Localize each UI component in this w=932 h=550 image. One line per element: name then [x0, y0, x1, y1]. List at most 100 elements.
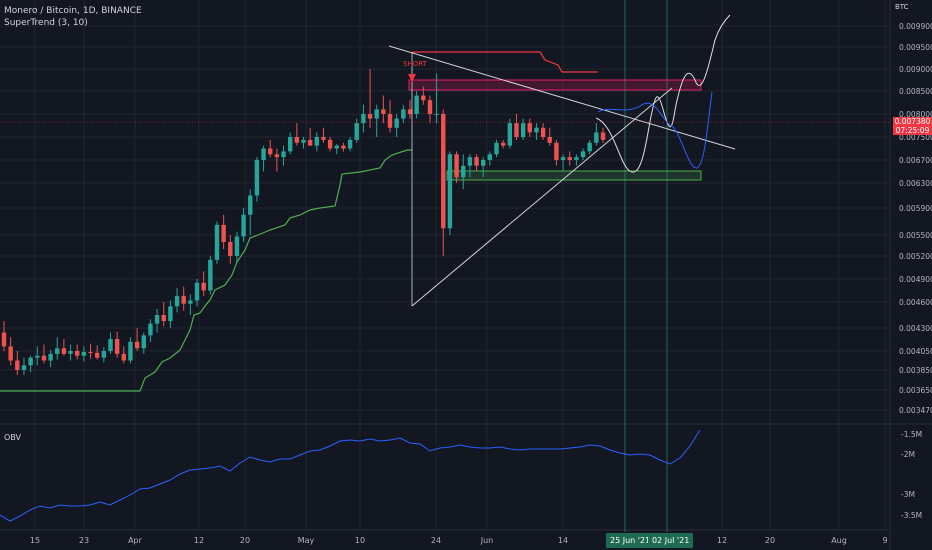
candle-body — [367, 114, 373, 119]
obv-line — [0, 429, 701, 522]
candle-body — [228, 242, 233, 256]
candle-body — [587, 142, 592, 152]
obv-tick-label: -3M — [901, 490, 915, 499]
candle-body — [248, 195, 253, 215]
candle-body — [221, 224, 226, 242]
candle-body — [421, 95, 426, 101]
candle-body — [88, 351, 93, 353]
candle-body — [154, 315, 160, 324]
time-tick-label: 9 — [882, 536, 887, 545]
price-tick-label: 0.006700 — [899, 156, 932, 165]
candle-body — [354, 123, 359, 140]
short-arrow — [408, 74, 416, 82]
obv-tick-label: -2M — [901, 450, 915, 459]
candle-body — [274, 154, 280, 158]
time-tick-label: 12 — [194, 536, 204, 545]
price-tick-label: 0.005200 — [899, 252, 932, 261]
candle-body — [214, 224, 220, 260]
time-tick-label: Jun — [480, 536, 494, 545]
candle-body — [208, 259, 213, 291]
candle-body — [547, 137, 552, 143]
candle-body — [141, 335, 146, 349]
candle-body — [401, 109, 406, 119]
candle-body — [327, 139, 333, 149]
candle-body — [341, 145, 346, 149]
candle-body — [241, 214, 246, 237]
resistance-zone — [408, 79, 702, 91]
obv-title: OBV — [4, 433, 22, 442]
candle-body — [414, 95, 419, 114]
obv-tick-label: -3.5M — [901, 511, 922, 520]
candle-body — [194, 282, 200, 301]
candle-body — [467, 157, 473, 166]
candle-body — [121, 353, 126, 361]
candle-countdown: 07:25:09 — [895, 126, 930, 135]
indicator-title: SuperTrend (3, 10) — [4, 18, 88, 28]
candle-body — [441, 114, 446, 229]
candle-body — [81, 351, 87, 356]
candle-body — [494, 142, 499, 155]
candle-body — [347, 139, 353, 149]
candle-body — [600, 132, 606, 140]
time-tick-label: 20 — [240, 536, 250, 545]
candle-body — [268, 148, 273, 155]
price-tick-label: 0.004900 — [899, 275, 932, 284]
candle-body — [580, 151, 586, 158]
candle-body — [35, 355, 40, 358]
obv-tick-label: -1.5M — [901, 430, 922, 439]
time-tick-label: Aug — [831, 536, 847, 545]
time-tick-label: Apr — [128, 536, 143, 545]
price-tick-label: 0.003470 — [899, 406, 932, 415]
candle-body — [481, 160, 486, 166]
price-tick-label: 0.009900 — [899, 22, 932, 31]
projection-path-white — [595, 14, 731, 173]
time-tick-label: 10 — [355, 536, 365, 545]
symbol-title: Monero / Bitcoin, 1D, BINANCE — [4, 6, 142, 16]
candle-body — [1, 332, 7, 347]
time-tick-label: 14 — [558, 536, 568, 545]
candle-body — [294, 137, 300, 143]
candle-body — [321, 137, 326, 140]
candle-body — [487, 154, 493, 160]
candle-body — [287, 137, 293, 152]
time-tick-label: 24 — [431, 536, 441, 545]
price-tick-label: 0.006300 — [899, 179, 932, 188]
price-tick-label: 0.009000 — [899, 65, 932, 74]
candle-body — [94, 352, 100, 358]
candle-body — [161, 315, 166, 322]
candle-body — [114, 339, 120, 354]
candle-body — [554, 142, 559, 160]
candle-body — [527, 123, 532, 133]
candle-body — [447, 154, 453, 229]
ascending-trendline — [411, 87, 673, 307]
candle-body — [15, 360, 20, 370]
candle-body — [514, 123, 519, 137]
candle-body — [168, 306, 173, 322]
last-price-tag: 0.007380 07:25:09 — [893, 117, 932, 135]
candle-body — [134, 341, 140, 349]
time-tick-label: 20 — [765, 536, 775, 545]
price-tick-label: 0.008500 — [899, 87, 932, 96]
candle-body — [434, 114, 439, 115]
price-tick-label: 0.008000 — [899, 110, 932, 119]
candle-body — [394, 118, 399, 128]
candle-body — [594, 132, 599, 143]
candle-body — [381, 109, 386, 114]
candle-body — [500, 142, 506, 146]
candle-body — [75, 351, 80, 356]
time-tick-label: 12 — [717, 536, 727, 545]
price-tick-label: 0.007500 — [899, 133, 932, 142]
candle-body — [61, 348, 67, 354]
candle-body — [55, 348, 60, 354]
price-tick-label: 0.004600 — [899, 298, 932, 307]
candle-body — [101, 351, 107, 358]
candle-body — [334, 145, 339, 149]
supertrend-up-line — [0, 149, 412, 392]
date-badge-1: 25 Jun '21 — [606, 533, 655, 548]
candle-body — [41, 355, 47, 361]
candle-body — [261, 148, 266, 160]
price-tick-label: 0.009500 — [899, 43, 932, 52]
candle-body — [108, 339, 113, 351]
candle-body — [174, 295, 180, 307]
